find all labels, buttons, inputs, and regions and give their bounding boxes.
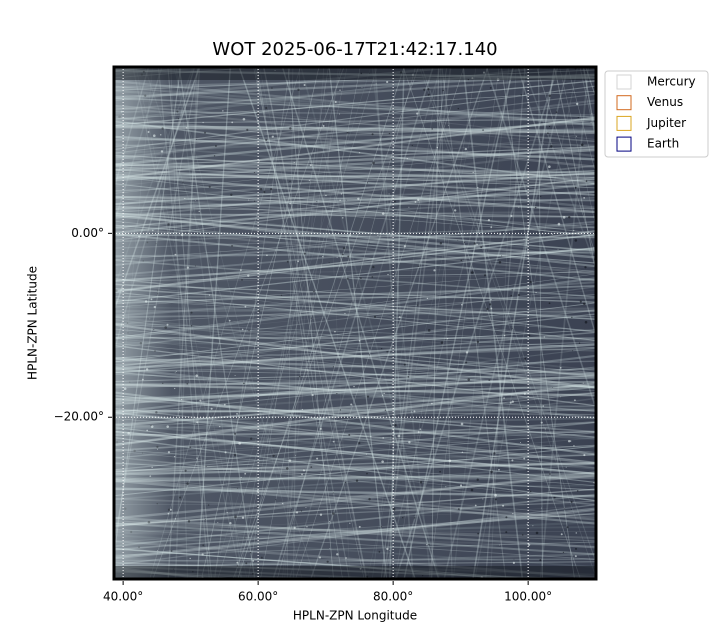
legend-label: Jupiter <box>646 116 686 130</box>
x-tick-label: 100.00° <box>504 590 552 604</box>
y-tick-label: −20.00° <box>54 410 104 424</box>
chart-title: WOT 2025-06-17T21:42:17.140 <box>212 39 497 60</box>
x-axis-label: HPLN-ZPN Longitude <box>293 609 417 623</box>
legend: Mercury Venus Jupiter Earth <box>604 70 709 158</box>
legend-swatch <box>616 115 632 131</box>
x-tick-label: 80.00° <box>373 590 413 604</box>
legend-label: Earth <box>647 137 679 151</box>
legend-label: Venus <box>647 95 683 109</box>
x-tick-label: 40.00° <box>103 590 143 604</box>
edge-glow <box>113 66 597 580</box>
image <box>113 66 597 580</box>
y-tick-label: 0.00° <box>71 226 104 240</box>
legend-swatch <box>616 136 632 152</box>
x-tick-label: 60.00° <box>238 590 278 604</box>
legend-label: Mercury <box>647 75 696 89</box>
top-band <box>113 66 597 80</box>
y-axis-label: HPLN-ZPN Latitude <box>26 266 40 380</box>
legend-box <box>604 70 709 158</box>
legend-swatch <box>616 95 632 111</box>
legend-swatch <box>616 74 632 90</box>
bottom-band <box>113 566 597 580</box>
axes-frame <box>112 65 598 581</box>
